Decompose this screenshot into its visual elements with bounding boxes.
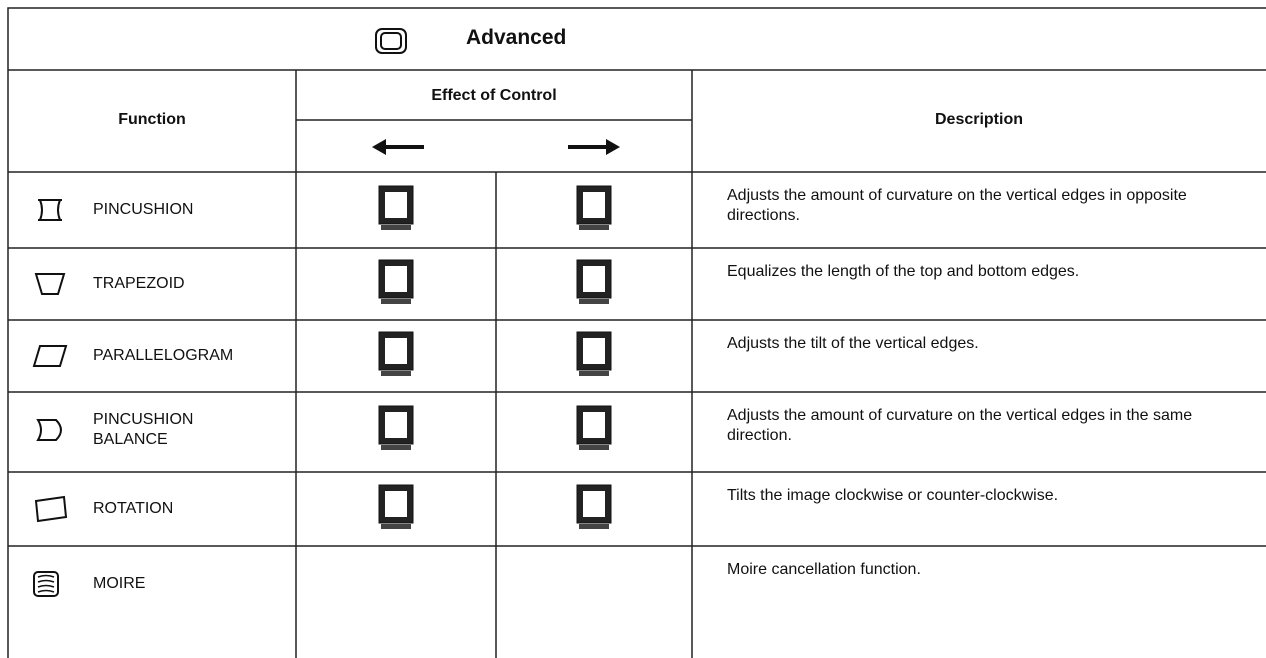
monitor-base (579, 371, 609, 376)
monitor-base (579, 299, 609, 304)
monitor-image (385, 412, 407, 438)
icon-wave (37, 589, 55, 593)
description: Moire cancellation function. (727, 561, 921, 578)
icon-shape (32, 345, 68, 367)
function-label: PINCUSHION (93, 201, 194, 218)
icon-shape (34, 273, 66, 295)
monitor-image (583, 412, 605, 438)
monitor-base (381, 225, 411, 230)
function-icon (34, 273, 66, 295)
function-icon (36, 419, 62, 441)
function-label: TRAPEZOID (93, 275, 185, 292)
arrows (372, 139, 620, 155)
description: Equalizes the length of the top and bott… (727, 263, 1080, 280)
monitor-image (385, 491, 407, 517)
header-function: Function (118, 111, 186, 128)
title: Advanced (466, 26, 567, 49)
icon-shape (34, 495, 68, 523)
monitor-image (583, 338, 605, 364)
icon-wave (37, 579, 55, 583)
description: Tilts the image clockwise or counter-clo… (727, 487, 1059, 504)
icon-wave (37, 574, 55, 578)
monitor-image (583, 491, 605, 517)
function-icon (32, 345, 68, 367)
function-icon (34, 495, 68, 523)
monitor-base (381, 299, 411, 304)
monitor-base (381, 371, 411, 376)
monitor-base (381, 445, 411, 450)
monitor-image (583, 192, 605, 218)
description: Adjusts the tilt of the vertical edges. (727, 335, 979, 352)
function-label: PARALLELOGRAM (93, 347, 234, 364)
description: Adjusts the amount of curvature on the v… (727, 407, 1193, 444)
function-label: ROTATION (93, 500, 174, 517)
function-icon (33, 571, 59, 597)
function-label: PINCUSHION BALANCE (93, 411, 194, 448)
header-effect: Effect of Control (431, 87, 557, 104)
function-icon (38, 199, 62, 221)
icon-shape (38, 199, 62, 221)
function-label: MOIRE (93, 575, 146, 592)
monitor-image (385, 338, 407, 364)
title-icon (375, 28, 407, 54)
monitor-image (583, 266, 605, 292)
monitor-base (579, 445, 609, 450)
icon-shape (36, 419, 62, 441)
monitor-image (385, 192, 407, 218)
description: Adjusts the amount of curvature on the v… (727, 187, 1187, 224)
monitor-base (579, 524, 609, 529)
icon-wave (37, 584, 55, 588)
monitor-image (385, 266, 407, 292)
monitor-base (579, 225, 609, 230)
header-description: Description (934, 111, 1023, 128)
icon-shape (33, 571, 59, 597)
monitor-base (381, 524, 411, 529)
